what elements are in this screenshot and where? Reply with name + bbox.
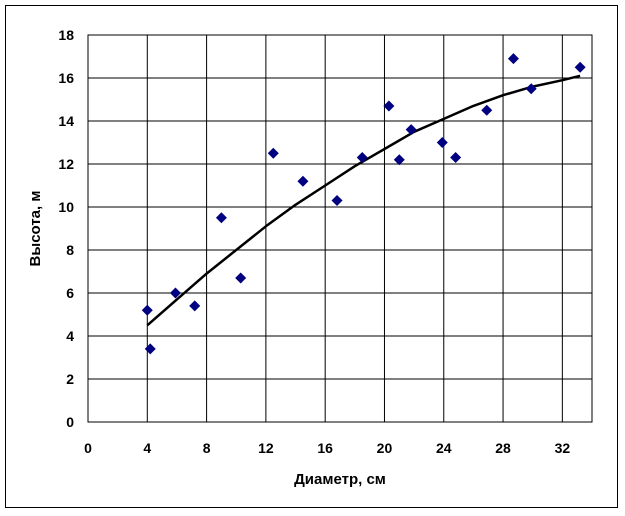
y-tick-label: 14 (58, 113, 74, 129)
data-point (507, 53, 519, 65)
x-axis-label: Диаметр, см (294, 471, 386, 488)
data-point (297, 175, 309, 187)
y-tick-label: 6 (66, 285, 74, 301)
data-point (267, 147, 279, 159)
y-tick-label: 10 (58, 199, 74, 215)
y-tick-label: 8 (66, 242, 74, 258)
data-point (574, 61, 586, 73)
data-point (169, 287, 181, 299)
data-point (356, 152, 368, 164)
data-point (525, 83, 537, 95)
x-tick-label: 16 (317, 440, 333, 456)
data-points (141, 53, 586, 355)
data-point (141, 304, 153, 316)
data-point (436, 137, 448, 148)
data-point (144, 343, 156, 355)
trend-line (146, 74, 581, 327)
data-point (189, 300, 201, 312)
chart-frame (5, 5, 618, 508)
x-tick-label: 20 (377, 440, 393, 456)
y-tick-label: 0 (66, 414, 74, 430)
gridlines (87, 34, 592, 423)
data-point (481, 104, 493, 116)
y-axis-label: Высота, м (27, 191, 44, 267)
data-point (383, 100, 395, 112)
data-point (405, 124, 417, 136)
data-point (450, 152, 462, 164)
x-tick-label: 8 (203, 440, 211, 456)
data-point (331, 195, 343, 207)
x-tick-label: 32 (555, 440, 571, 456)
x-tick-label: 0 (84, 440, 92, 456)
data-point (235, 272, 247, 284)
x-tick-label: 28 (495, 440, 511, 456)
y-tick-label: 12 (58, 156, 74, 172)
y-tick-label: 2 (66, 371, 74, 387)
data-point (215, 212, 227, 224)
y-tick-label: 16 (58, 70, 74, 86)
x-tick-label: 12 (258, 440, 274, 456)
plot-area (87, 34, 593, 423)
y-tick-label: 4 (66, 328, 74, 344)
x-tick-label: 4 (143, 440, 151, 456)
y-tick-label: 18 (58, 27, 74, 43)
data-point (393, 154, 405, 166)
x-tick-label: 24 (436, 440, 452, 456)
